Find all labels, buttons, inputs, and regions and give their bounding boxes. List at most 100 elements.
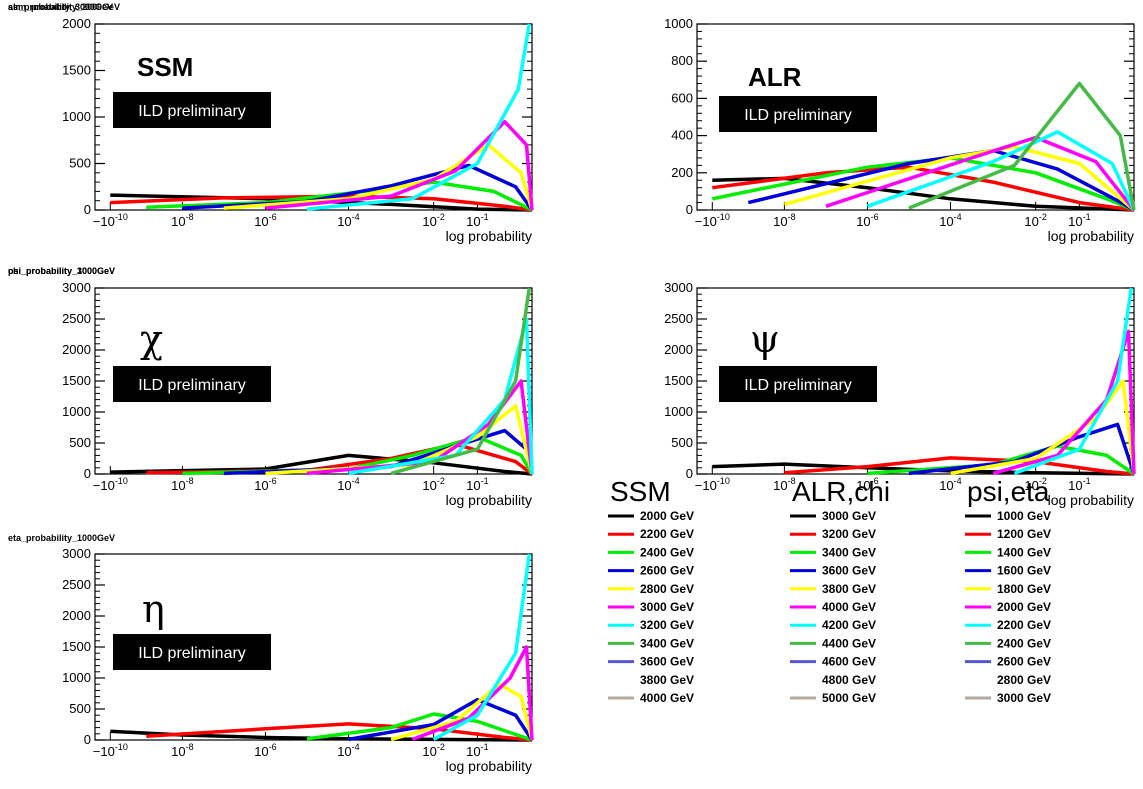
y-tick-label: 400	[671, 128, 693, 143]
ild-badge-text: ILD preliminary	[744, 377, 852, 394]
legend-item-label: 3800 GeV	[640, 673, 694, 687]
x-tick-label: 10-4	[337, 212, 359, 229]
y-tick-label: 0	[686, 466, 693, 481]
y-tick-label: 0	[686, 202, 693, 217]
data-series-line	[306, 712, 533, 742]
y-tick-label: 2500	[62, 577, 91, 592]
x-tick-label: 10-6	[254, 742, 276, 759]
y-tick-label: 1500	[62, 373, 91, 388]
x-tick-label: 10-2	[422, 742, 444, 759]
chart-panel: psi_probability_1000GeV 0 500 1000 1500 2000 2…	[8, 266, 1136, 508]
ild-badge-text: ILD preliminary	[138, 103, 246, 120]
y-tick-label: 500	[671, 435, 693, 450]
legend-item-label: 3800 GeV	[822, 582, 876, 596]
legend-item-label: 1000 GeV	[997, 509, 1051, 523]
y-tick-label: 1000	[664, 16, 693, 31]
y-tick-label: 500	[69, 156, 91, 171]
legend-item-label: 2800 GeV	[640, 582, 694, 596]
y-tick-label: 1000	[62, 404, 91, 419]
data-series-line	[223, 143, 534, 211]
x-tick-label: 10-4	[939, 212, 961, 229]
chart-title: psi_probability_1000GeV	[8, 266, 115, 276]
chart-panel: chi_probability_3000GeV 0 500 1000 1500 2000 2…	[8, 266, 534, 508]
model-label: χ	[140, 317, 163, 361]
ild-badge	[113, 634, 271, 670]
data-series-line	[390, 682, 534, 742]
chart-panel: ssm_probability_2000GeV 0 500 1000 1500 2000 −…	[8, 2, 534, 244]
y-tick-label: 3000	[62, 280, 91, 295]
legend-item-label: 2000 GeV	[640, 509, 694, 523]
ild-badge	[113, 366, 271, 402]
legend-item-label: 3000 GeV	[997, 691, 1051, 705]
y-tick-label: 2000	[664, 342, 693, 357]
legend-item-label: 4000 GeV	[822, 600, 876, 614]
legend-item-label: 2200 GeV	[997, 618, 1051, 632]
legend-item-label: 3200 GeV	[822, 527, 876, 541]
data-series-line	[265, 119, 534, 211]
plot-frame	[696, 23, 1135, 211]
legend-item-label: 4400 GeV	[822, 636, 876, 650]
y-tick-label: 0	[84, 202, 91, 217]
data-series-line	[432, 553, 532, 741]
legend-item-label: 2600 GeV	[640, 564, 694, 578]
data-series-line	[348, 697, 534, 742]
y-tick-label: 3000	[62, 546, 91, 561]
ild-badge	[719, 366, 877, 402]
chart-title: alr_probability_3000GeV	[8, 2, 113, 12]
data-series-line	[712, 165, 1135, 212]
y-tick-label: 2000	[62, 16, 91, 31]
legend-item-label: 3400 GeV	[640, 636, 694, 650]
y-tick-label: 1000	[62, 670, 91, 685]
x-tick-label: 10-4	[337, 476, 359, 493]
y-tick-label: 800	[671, 53, 693, 68]
legend-item-label: 2400 GeV	[997, 636, 1051, 650]
legend-item-label: 3200 GeV	[640, 618, 694, 632]
x-tick-label: 10-4	[939, 476, 961, 493]
chart-title: chi_probability_3000GeV	[8, 266, 115, 276]
legend-item-label: 3600 GeV	[640, 655, 694, 669]
x-tick-label: 10-6	[254, 212, 276, 229]
data-series-line	[711, 156, 1135, 212]
ild-badge	[113, 92, 271, 128]
x-tick-label: −10-10	[93, 212, 128, 229]
model-label: ψ	[750, 317, 780, 361]
x-axis-label: log probability	[1048, 228, 1134, 244]
data-series-line	[866, 130, 1136, 211]
x-tick-label: 10-8	[171, 476, 193, 493]
x-tick-label: 10-2	[422, 212, 444, 229]
x-tick-label: 10-1	[466, 212, 488, 229]
model-label: η	[142, 587, 165, 631]
x-tick-label: 10-8	[773, 476, 795, 493]
x-tick-label: 10-1	[1068, 476, 1090, 493]
chart-title: ssm_probability_2000GeV	[8, 2, 120, 12]
y-tick-label: 1500	[62, 639, 91, 654]
legend-heading: ALR,chi	[792, 476, 890, 507]
ild-badge-text: ILD preliminary	[138, 645, 246, 662]
legend-item-label: 2600 GeV	[997, 655, 1051, 669]
legend-item-label: 4600 GeV	[822, 655, 876, 669]
x-tick-label: 10-1	[466, 742, 488, 759]
x-tick-label: −10-10	[93, 742, 128, 759]
legend-heading: SSM	[610, 476, 671, 507]
legend-item-label: 2400 GeV	[640, 545, 694, 559]
ild-badge	[719, 96, 877, 132]
legend-item-label: 4800 GeV	[822, 673, 876, 687]
legend-item-label: 1400 GeV	[997, 545, 1051, 559]
x-axis-label: log probability	[1048, 492, 1134, 508]
x-tick-label: 10-8	[773, 212, 795, 229]
x-tick-label: 10-2	[1024, 212, 1046, 229]
data-series-line	[784, 456, 1135, 476]
x-tick-label: 10-6	[856, 212, 878, 229]
x-tick-label: 10-6	[856, 476, 878, 493]
legend-item-label: 1800 GeV	[997, 582, 1051, 596]
y-tick-label: 500	[69, 701, 91, 716]
y-tick-label: 2000	[62, 342, 91, 357]
legend-item-label: 3600 GeV	[822, 564, 876, 578]
chart-panel: eta_probability_1000GeV 0 500 1000 1500 2000 2…	[8, 533, 534, 774]
legend-item-label: 3000 GeV	[822, 509, 876, 523]
data-series-line	[783, 145, 1136, 212]
y-tick-label: 1500	[664, 373, 693, 388]
data-series-line	[908, 81, 1136, 211]
data-series-line	[1013, 287, 1134, 476]
legend-item-label: 2000 GeV	[997, 600, 1051, 614]
